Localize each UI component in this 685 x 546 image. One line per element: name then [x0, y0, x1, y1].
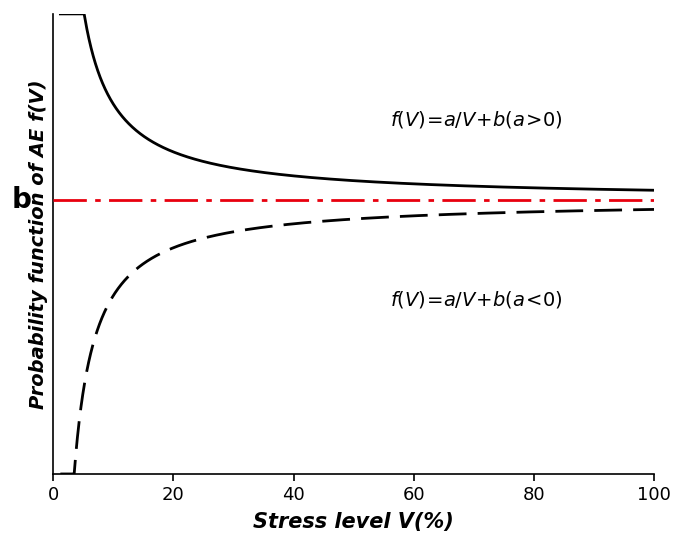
- Text: $\mathbf{b}$: $\mathbf{b}$: [12, 186, 32, 214]
- Text: $f(V)\!=\!a/V\!+\!b(a\!>\!0)$: $f(V)\!=\!a/V\!+\!b(a\!>\!0)$: [390, 109, 562, 130]
- Y-axis label: Probability function of AE f(V): Probability function of AE f(V): [29, 79, 47, 408]
- Text: $f(V)\!=\!a/V\!+\!b(a\!<\!0)$: $f(V)\!=\!a/V\!+\!b(a\!<\!0)$: [390, 289, 562, 310]
- X-axis label: Stress level V(%): Stress level V(%): [253, 512, 454, 532]
